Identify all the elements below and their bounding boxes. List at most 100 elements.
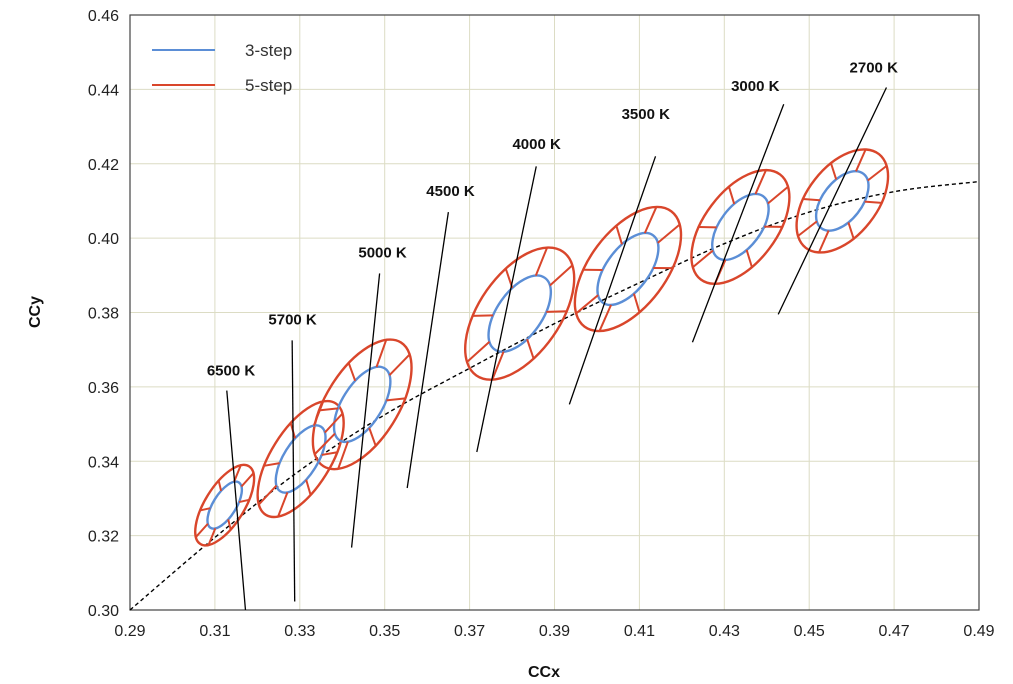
ellipse-5-step-2700k [795, 148, 890, 254]
ellipse-spoke [217, 480, 223, 492]
ellipse-5-step-6500k [194, 463, 256, 547]
ellipse-spoke [643, 206, 658, 234]
ellipse-spoke [526, 338, 535, 359]
isotemperature-line-5700k [291, 340, 296, 602]
x-tick-label: 0.35 [369, 623, 400, 640]
ellipse-spoke [207, 528, 217, 546]
x-axis-title: CCx [528, 664, 560, 681]
x-tick-label: 0.41 [624, 623, 655, 640]
ellipse-3-step-4000k [487, 274, 553, 353]
ellipse-spoke [263, 462, 280, 467]
ellipse-5-step-4000k [463, 246, 576, 381]
ellipse-spoke [855, 149, 867, 172]
y-axis-ticks: 0.30 0.32 0.34 0.36 0.38 0.40 0.42 0.44 0.46 [88, 8, 119, 620]
ellipse-spoke [375, 339, 388, 368]
ellipse-spoke [797, 220, 818, 237]
ellipse-spoke [386, 397, 406, 402]
x-tick-label: 0.39 [539, 623, 570, 640]
ellipse-spoke [472, 314, 494, 317]
ellipse-spoke [466, 341, 491, 363]
isotemperature-line-3500k [568, 156, 657, 405]
isotemperature-line-3000k [691, 104, 785, 343]
x-tick-label: 0.31 [199, 623, 230, 640]
ellipse-spoke [847, 222, 855, 239]
y-tick-label: 0.42 [88, 157, 119, 174]
cct-label-5000k: 5000 K [358, 244, 407, 261]
isotemperature-line-2700k [777, 87, 888, 315]
ellipse-spoke [337, 441, 349, 470]
ellipse-spoke [745, 249, 753, 268]
ellipse-spoke [767, 185, 789, 205]
y-tick-label: 0.46 [88, 8, 119, 25]
ellipse-spoke [319, 407, 339, 412]
ellipse-spoke [598, 304, 612, 332]
cct-label-3000k: 3000 K [731, 78, 780, 95]
cct-label-6500k: 6500 K [207, 363, 256, 380]
x-axis-ticks: 0.29 0.31 0.33 0.35 0.37 0.39 0.41 0.43 0.45 0.47… [114, 623, 994, 640]
legend-label-3-step: 3-step [245, 41, 292, 60]
y-tick-label: 0.34 [88, 454, 119, 471]
ellipse-spoke [195, 523, 209, 538]
ellipse-spoke [867, 165, 888, 182]
x-tick-label: 0.45 [794, 623, 825, 640]
ellipse-3-step-6500k [206, 480, 244, 530]
ellipse-5-step-5000k [311, 338, 413, 471]
y-tick-label: 0.36 [88, 380, 119, 397]
isotemperature-line-4500k [406, 211, 450, 489]
x-tick-label: 0.49 [963, 623, 994, 640]
ellipse-spoke [615, 225, 623, 245]
ellipse-spoke [321, 451, 338, 456]
ellipse-spoke [199, 507, 211, 512]
ellipse-spoke [632, 293, 641, 313]
x-tick-label: 0.43 [709, 623, 740, 640]
ellipse-spoke [491, 351, 505, 381]
ellipse-spoke [240, 472, 255, 488]
plot-frame [129, 14, 980, 611]
cct-label-4500k: 4500 K [426, 183, 475, 200]
ellipse-spoke [802, 198, 821, 202]
ellipse-spoke [754, 169, 767, 195]
ellipse-spoke [314, 432, 336, 455]
ellipse-spoke [388, 353, 411, 376]
isotemperature-lines [226, 87, 888, 611]
x-tick-label: 0.29 [114, 623, 145, 640]
ellipse-5-step-5700k [256, 399, 345, 519]
ellipse-spoke [692, 249, 714, 268]
legend: 3-step 5-step [152, 41, 292, 95]
y-tick-label: 0.38 [88, 306, 119, 323]
y-tick-label: 0.40 [88, 231, 119, 248]
ellipse-5-step-3500k [573, 205, 683, 333]
y-axis-title: CCy [27, 296, 44, 328]
ellipse-spoke [312, 401, 325, 427]
ellipse-3-step-5000k [332, 365, 392, 444]
ellipse-3-step-3000k [711, 192, 770, 262]
macadam-ellipses [194, 148, 890, 547]
legend-label-5-step: 5-step [245, 76, 292, 95]
ellipse-spoke [534, 247, 549, 276]
cct-label-4000k: 4000 K [512, 136, 561, 153]
ellipse-spoke [347, 362, 357, 382]
ellipse-spoke [728, 186, 736, 205]
cct-label-3500k: 3500 K [622, 106, 671, 123]
ellipse-spoke [575, 294, 599, 315]
ellipse-3-step-3500k [596, 231, 660, 307]
y-tick-label: 0.32 [88, 529, 119, 546]
cct-label-5700k: 5700 K [268, 311, 317, 328]
ellipse-spoke [818, 230, 830, 253]
ellipse-spoke [546, 310, 567, 313]
ellipse-3-step-5700k [274, 424, 327, 494]
ellipse-spoke [657, 223, 681, 244]
x-tick-label: 0.47 [879, 623, 910, 640]
ellipse-spoke [238, 498, 250, 504]
ellipse-5-step-3000k [690, 168, 791, 286]
isotemperature-line-5000k [350, 273, 381, 548]
ellipse-spoke [368, 427, 377, 447]
cct-label-2700k: 2700 K [850, 60, 899, 77]
ellipse-spoke [258, 484, 278, 506]
ellipse-3-step-2700k [814, 170, 870, 232]
y-tick-label: 0.30 [88, 603, 119, 620]
y-tick-label: 0.44 [88, 82, 119, 99]
ellipse-spoke [830, 162, 838, 180]
ellipse-spoke [549, 264, 574, 287]
